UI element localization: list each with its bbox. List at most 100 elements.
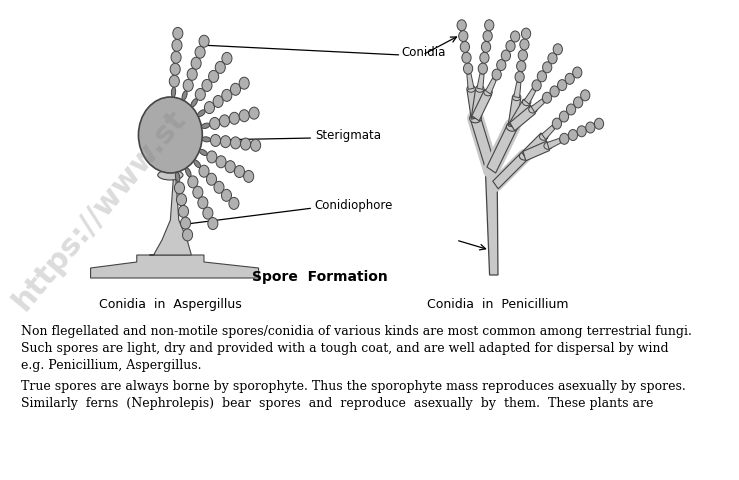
Circle shape — [241, 138, 251, 150]
Circle shape — [169, 75, 180, 87]
Circle shape — [559, 111, 568, 122]
Ellipse shape — [202, 123, 210, 129]
Ellipse shape — [194, 160, 200, 168]
Circle shape — [501, 50, 511, 61]
Text: True spores are always borne by sporophyte. Thus the sporophyte mass reproduces : True spores are always borne by sporophy… — [21, 380, 686, 393]
Ellipse shape — [182, 91, 187, 100]
Circle shape — [239, 110, 249, 122]
Circle shape — [220, 136, 231, 148]
Circle shape — [548, 53, 557, 64]
Polygon shape — [471, 116, 496, 172]
Circle shape — [577, 126, 586, 137]
Circle shape — [581, 90, 590, 101]
Text: Spore  Formation: Spore Formation — [252, 270, 388, 284]
Circle shape — [202, 207, 213, 219]
Circle shape — [518, 50, 528, 61]
Circle shape — [170, 63, 180, 75]
Circle shape — [459, 31, 468, 42]
Circle shape — [573, 97, 583, 108]
Polygon shape — [510, 106, 535, 131]
Circle shape — [173, 27, 183, 39]
Circle shape — [222, 89, 232, 101]
Ellipse shape — [171, 87, 176, 97]
Polygon shape — [514, 82, 521, 98]
Polygon shape — [477, 73, 484, 89]
Circle shape — [177, 193, 186, 205]
Circle shape — [511, 31, 520, 42]
Circle shape — [183, 79, 194, 91]
Ellipse shape — [191, 98, 197, 107]
Text: Non flegellated and non-motile spores/conidia of various kinds are most common a: Non flegellated and non-motile spores/co… — [21, 325, 692, 338]
Circle shape — [202, 79, 212, 91]
Circle shape — [214, 181, 224, 193]
Circle shape — [520, 39, 529, 50]
Circle shape — [251, 139, 261, 151]
Circle shape — [215, 61, 225, 73]
Circle shape — [222, 52, 232, 64]
Polygon shape — [524, 88, 536, 104]
Circle shape — [550, 86, 559, 97]
Circle shape — [497, 60, 506, 71]
Circle shape — [138, 97, 202, 173]
Ellipse shape — [200, 149, 208, 156]
Circle shape — [187, 68, 197, 80]
Circle shape — [559, 133, 569, 144]
Ellipse shape — [469, 114, 481, 123]
Circle shape — [198, 197, 208, 209]
Ellipse shape — [175, 172, 180, 182]
Circle shape — [210, 118, 219, 130]
Circle shape — [485, 20, 494, 31]
Polygon shape — [91, 255, 259, 278]
Circle shape — [506, 40, 515, 51]
Circle shape — [208, 217, 218, 229]
Ellipse shape — [539, 133, 548, 140]
Polygon shape — [531, 99, 545, 112]
Polygon shape — [523, 141, 550, 161]
Polygon shape — [493, 152, 527, 189]
Circle shape — [183, 229, 193, 241]
Circle shape — [222, 189, 231, 201]
Polygon shape — [522, 133, 546, 160]
Circle shape — [554, 44, 562, 55]
Circle shape — [234, 166, 245, 178]
Ellipse shape — [157, 170, 183, 180]
Circle shape — [179, 205, 188, 217]
Circle shape — [249, 107, 259, 119]
Circle shape — [244, 170, 253, 182]
Ellipse shape — [522, 98, 531, 106]
Polygon shape — [471, 90, 491, 121]
Circle shape — [172, 39, 182, 51]
Ellipse shape — [528, 106, 537, 113]
Polygon shape — [547, 138, 561, 149]
Circle shape — [522, 28, 531, 39]
Text: e.g. Penicillium, Aspergillus.: e.g. Penicillium, Aspergillus. — [21, 359, 201, 372]
Ellipse shape — [520, 152, 529, 160]
Circle shape — [517, 60, 526, 72]
Circle shape — [463, 63, 473, 74]
Circle shape — [460, 41, 469, 52]
Text: Conidiophore: Conidiophore — [315, 200, 393, 213]
Ellipse shape — [202, 137, 211, 142]
Ellipse shape — [485, 165, 498, 175]
Text: Such spores are light, dry and provided with a tough coat, and are well adapted : Such spores are light, dry and provided … — [21, 342, 669, 355]
Circle shape — [199, 165, 209, 177]
Polygon shape — [486, 78, 496, 94]
Circle shape — [231, 137, 241, 149]
Circle shape — [239, 77, 249, 89]
Circle shape — [457, 20, 466, 31]
Ellipse shape — [476, 85, 484, 92]
Circle shape — [573, 67, 582, 78]
Ellipse shape — [544, 142, 552, 149]
Circle shape — [552, 118, 562, 129]
Circle shape — [188, 176, 198, 188]
Circle shape — [483, 31, 492, 42]
Circle shape — [225, 161, 235, 173]
Circle shape — [480, 52, 489, 63]
Polygon shape — [149, 173, 191, 255]
Ellipse shape — [467, 85, 475, 92]
Circle shape — [205, 102, 214, 114]
Text: https://www.st: https://www.st — [7, 104, 191, 316]
Circle shape — [207, 151, 217, 163]
Circle shape — [174, 182, 185, 194]
Polygon shape — [467, 88, 480, 119]
